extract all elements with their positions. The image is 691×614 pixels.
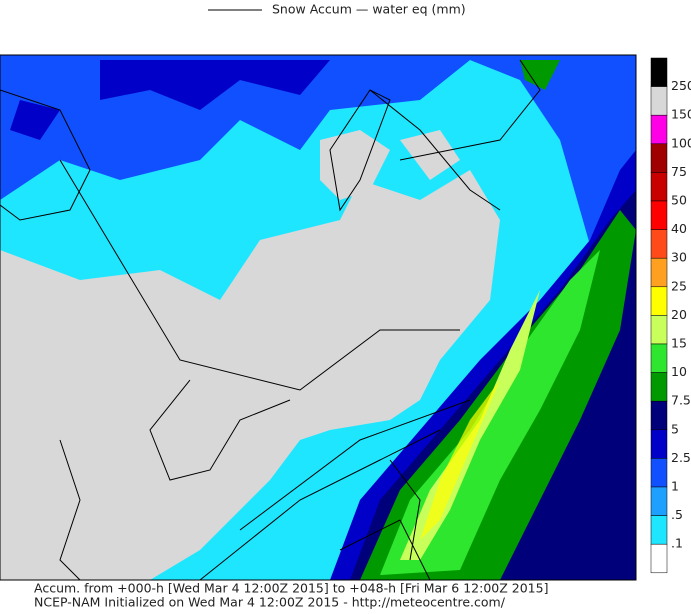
- colorbar-box: [650, 372, 668, 402]
- colorbar-box: [650, 458, 668, 488]
- colorbar-box: [650, 543, 668, 574]
- colorbar-label: 2.5: [671, 450, 691, 465]
- colorbar-box: [650, 400, 668, 431]
- colorbar-label: 25: [671, 278, 687, 293]
- colorbar-label: 20: [671, 307, 687, 322]
- colorbar-label: 40: [671, 221, 687, 236]
- colorbar-label: 10: [671, 364, 687, 379]
- colorbar-box: [650, 172, 668, 202]
- colorbar-label: 7.5: [671, 393, 691, 408]
- colorbar-box: [650, 343, 668, 373]
- colorbar-label: 75: [671, 164, 687, 179]
- colorbar-box: [650, 200, 668, 230]
- colorbar-box: [650, 229, 668, 259]
- colorbar-label: 30: [671, 250, 687, 265]
- colorbar-box: [650, 257, 668, 288]
- map: [0, 54, 637, 581]
- colorbar-box: [650, 429, 668, 459]
- footer-line: Accum. from +000-h [Wed Mar 4 12:00Z 201…: [34, 581, 548, 596]
- colorbar-label: 5: [671, 421, 679, 436]
- colorbar-box: [650, 114, 668, 145]
- colorbar-box: [650, 315, 668, 345]
- colorbar-label: 100: [671, 135, 691, 150]
- colorbar-box: [650, 286, 668, 316]
- colorbar-box: [650, 486, 668, 516]
- colorbar-label: 150: [671, 107, 691, 122]
- colorbar-label: 50: [671, 193, 687, 208]
- colorbar-label: 250: [671, 78, 691, 93]
- colorbar-label: 1: [671, 479, 679, 494]
- footer-line: NCEP-NAM Initialized on Wed Mar 4 12:00Z…: [34, 595, 506, 610]
- title: Snow Accum — water eq (mm): [272, 2, 466, 17]
- colorbar-label: .5: [671, 507, 683, 522]
- colorbar-box: [650, 515, 668, 545]
- colorbar-box: [650, 57, 668, 87]
- colorbar-box: [650, 143, 668, 173]
- colorbar-label: .1: [671, 536, 683, 551]
- colorbar-label: 15: [671, 336, 687, 351]
- colorbar-box: [650, 86, 668, 116]
- colorbar: 250 150 100 75 50 40 30 25 20 15 10 7.5 5 2.5 1 .5 .1: [650, 57, 691, 574]
